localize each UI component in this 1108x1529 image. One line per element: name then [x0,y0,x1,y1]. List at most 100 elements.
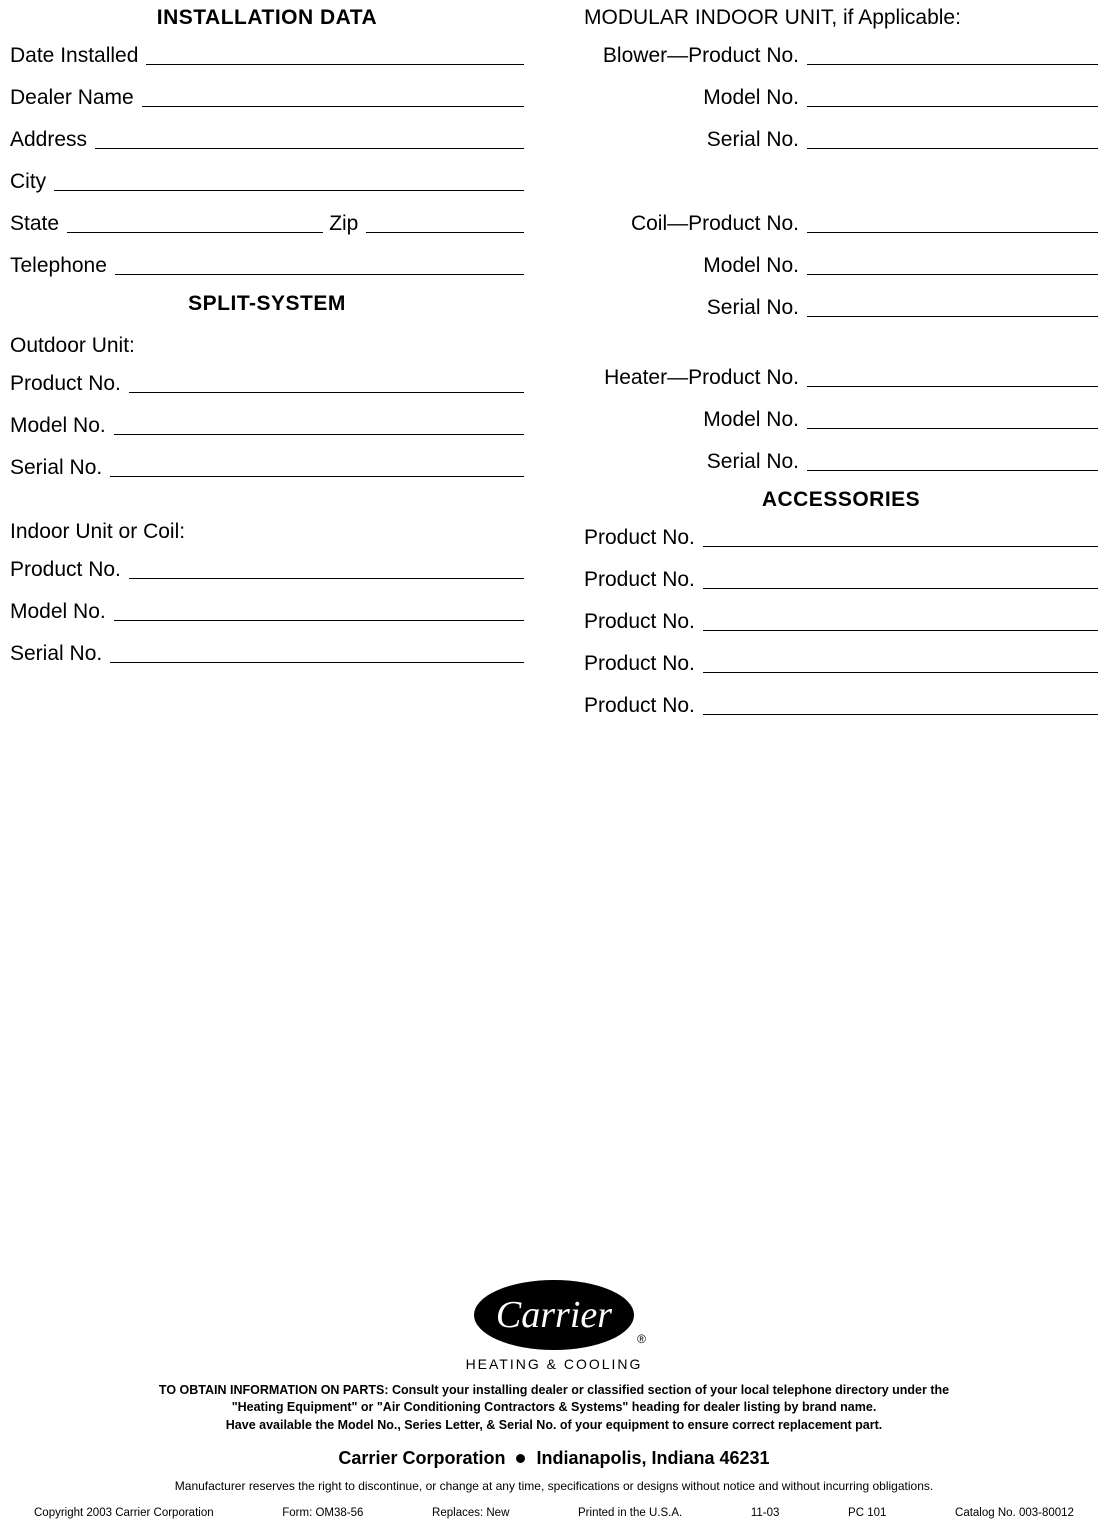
heater-serial-line[interactable] [807,470,1098,471]
split-system-heading: SPLIT-SYSTEM [10,292,524,316]
parts-line2: "Heating Equipment" or "Air Conditioning… [232,1400,877,1414]
indoor-model-label: Model No. [10,600,106,624]
accessory-label-2: Product No. [584,568,695,592]
heater-model-line[interactable] [807,428,1098,429]
blower-model-line[interactable] [807,106,1098,107]
dealer-name-row: Dealer Name [10,82,524,110]
accessory-row-1: Product No. [584,522,1098,550]
heater-model-label: Model No. [584,408,799,432]
blower-serial-label: Serial No. [584,128,799,152]
logo-wrap: Carrier ® [474,1280,634,1350]
telephone-label: Telephone [10,254,107,278]
indoor-serial-label: Serial No. [10,642,102,666]
meta-catalog: Catalog No. 003-80012 [955,1507,1074,1519]
dealer-name-line[interactable] [142,106,524,107]
accessory-line-1[interactable] [703,546,1098,547]
coil-model-label: Model No. [584,254,799,278]
coil-model-row: Model No. [584,250,1098,278]
date-installed-line[interactable] [146,64,524,65]
outdoor-serial-line[interactable] [110,476,524,477]
address-row: Address [10,124,524,152]
accessories-heading: ACCESSORIES [584,488,1098,512]
blower-model-label: Model No. [584,86,799,110]
outdoor-model-label: Model No. [10,414,106,438]
coil-product-line[interactable] [807,232,1098,233]
city-row: City [10,166,524,194]
accessory-label-4: Product No. [584,652,695,676]
state-label: State [10,212,59,236]
bullet-icon [516,1454,525,1463]
footer: Carrier ® HEATING & COOLING TO OBTAIN IN… [0,1280,1108,1529]
indoor-unit-subheading: Indoor Unit or Coil: [10,520,524,544]
zip-label: Zip [329,212,358,236]
registered-icon: ® [637,1332,646,1346]
address-line[interactable] [95,148,524,149]
heater-product-line[interactable] [807,386,1098,387]
accessory-label-1: Product No. [584,526,695,550]
left-column: INSTALLATION DATA Date Installed Dealer … [0,0,534,732]
bottom-meta: Copyright 2003 Carrier Corporation Form:… [30,1507,1078,1519]
accessory-line-2[interactable] [703,588,1098,589]
accessory-line-4[interactable] [703,672,1098,673]
tagline: HEATING & COOLING [30,1356,1078,1372]
outdoor-product-label: Product No. [10,372,121,396]
modular-heading: MODULAR INDOOR UNIT, if Applicable: [584,6,1098,30]
dealer-name-label: Dealer Name [10,86,134,110]
accessory-line-3[interactable] [703,630,1098,631]
heater-product-label: Heater—Product No. [584,366,799,390]
corp-line: Carrier Corporation Indianapolis, Indian… [30,1448,1078,1469]
outdoor-unit-subheading: Outdoor Unit: [10,334,524,358]
coil-serial-row: Serial No. [584,292,1098,320]
accessory-line-5[interactable] [703,714,1098,715]
blower-product-row: Blower—Product No. [584,40,1098,68]
meta-pc: PC 101 [848,1507,886,1519]
indoor-product-row: Product No. [10,554,524,582]
accessory-row-3: Product No. [584,606,1098,634]
blower-serial-row: Serial No. [584,124,1098,152]
parts-info: TO OBTAIN INFORMATION ON PARTS: Consult … [30,1382,1078,1435]
accessory-label-3: Product No. [584,610,695,634]
coil-product-label: Coil—Product No. [584,212,799,236]
heater-model-row: Model No. [584,404,1098,432]
coil-model-line[interactable] [807,274,1098,275]
state-line[interactable] [67,232,323,233]
parts-line3: Have available the Model No., Series Let… [226,1418,882,1432]
blower-model-row: Model No. [584,82,1098,110]
meta-printed: Printed in the U.S.A. [578,1507,682,1519]
coil-product-row: Coil—Product No. [584,208,1098,236]
meta-form: Form: OM38-56 [282,1507,363,1519]
corp-left: Carrier Corporation [338,1448,505,1468]
address-label: Address [10,128,87,152]
indoor-product-line[interactable] [129,578,524,579]
outdoor-product-line[interactable] [129,392,524,393]
state-zip-row: State Zip [10,208,524,236]
blower-product-line[interactable] [807,64,1098,65]
city-line[interactable] [54,190,524,191]
accessory-row-2: Product No. [584,564,1098,592]
outdoor-product-row: Product No. [10,368,524,396]
outdoor-serial-row: Serial No. [10,452,524,480]
indoor-model-line[interactable] [114,620,524,621]
outdoor-model-line[interactable] [114,434,524,435]
date-installed-label: Date Installed [10,44,138,68]
city-label: City [10,170,46,194]
coil-serial-line[interactable] [807,316,1098,317]
indoor-product-label: Product No. [10,558,121,582]
indoor-model-row: Model No. [10,596,524,624]
indoor-serial-row: Serial No. [10,638,524,666]
indoor-serial-line[interactable] [110,662,524,663]
meta-copyright: Copyright 2003 Carrier Corporation [34,1507,214,1519]
telephone-row: Telephone [10,250,524,278]
blower-product-label: Blower—Product No. [584,44,799,68]
zip-line[interactable] [366,232,524,233]
parts-line1: TO OBTAIN INFORMATION ON PARTS: Consult … [159,1383,949,1397]
carrier-logo: Carrier [474,1280,634,1350]
heater-serial-label: Serial No. [584,450,799,474]
installation-data-heading: INSTALLATION DATA [10,6,524,30]
blower-serial-line[interactable] [807,148,1098,149]
telephone-line[interactable] [115,274,524,275]
right-column: MODULAR INDOOR UNIT, if Applicable: Blow… [574,0,1108,732]
coil-serial-label: Serial No. [584,296,799,320]
accessory-row-5: Product No. [584,690,1098,718]
heater-product-row: Heater—Product No. [584,362,1098,390]
